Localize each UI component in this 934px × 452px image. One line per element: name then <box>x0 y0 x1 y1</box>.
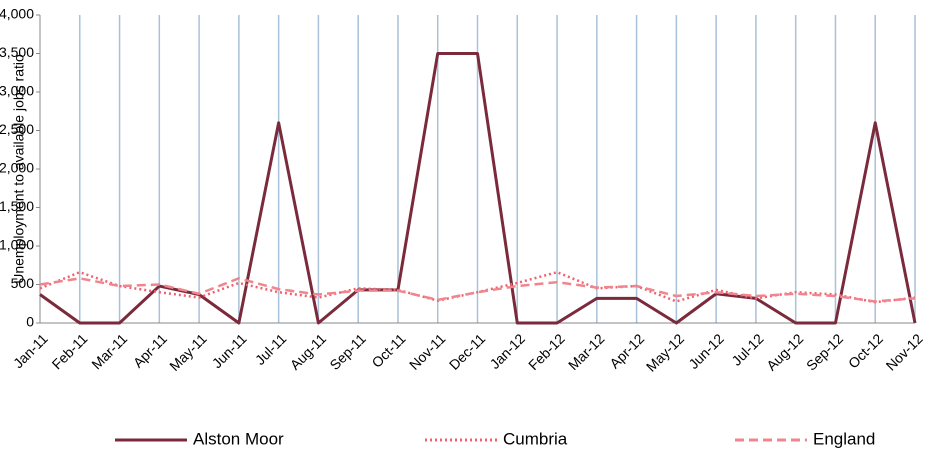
x-tick-label: Nov-11 <box>406 330 449 373</box>
y-tick-label: 500 <box>11 275 35 291</box>
x-tick-label: Apr-11 <box>130 330 170 370</box>
legend-label: England <box>813 429 875 448</box>
x-tick-label: Apr-12 <box>606 330 647 371</box>
x-tick-label: Nov-12 <box>883 330 926 373</box>
x-tick-label: May-12 <box>643 330 687 374</box>
x-tick-label: Sep-11 <box>326 330 369 373</box>
x-tick-label: May-11 <box>166 330 210 374</box>
x-tick-label: Mar-12 <box>565 330 608 373</box>
legend-label: Cumbria <box>503 429 568 448</box>
x-tick-label: Jul-11 <box>252 330 290 368</box>
y-tick-label: 3,500 <box>0 44 34 60</box>
y-tick-label: 2,500 <box>0 121 34 137</box>
y-tick-label: 4,000 <box>0 6 34 22</box>
y-tick-label: 1,500 <box>0 198 34 214</box>
y-tick-label: 0 <box>26 314 34 330</box>
y-tick-label: 1,000 <box>0 237 34 253</box>
series-line <box>39 277 916 303</box>
x-tick-label: Aug-11 <box>287 330 330 373</box>
legend-label: Alston Moor <box>193 429 284 448</box>
x-tick-label: Dec-11 <box>446 330 489 373</box>
x-tick-label: Feb-11 <box>49 330 91 372</box>
x-tick-label: Oct-11 <box>368 330 408 370</box>
x-tick-label: Jan-12 <box>486 330 528 372</box>
y-tick-label: 3,000 <box>0 83 34 99</box>
x-tick-label: Jun-11 <box>209 330 250 371</box>
x-tick-label: Sep-12 <box>803 330 846 373</box>
series-line <box>39 270 916 304</box>
y-tick-label: 2,000 <box>0 160 34 176</box>
x-tick-label: Jan-11 <box>10 330 51 371</box>
x-tick-label: Oct-12 <box>845 330 886 371</box>
x-tick-label: Jun-12 <box>685 330 727 372</box>
x-tick-label: Feb-12 <box>525 330 568 373</box>
x-tick-label: Aug-12 <box>763 330 806 373</box>
x-tick-label: Jul-12 <box>728 330 766 368</box>
y-axis-label: Unemployment to available jobs ratio <box>11 54 27 284</box>
x-tick-label: Mar-11 <box>88 330 130 372</box>
